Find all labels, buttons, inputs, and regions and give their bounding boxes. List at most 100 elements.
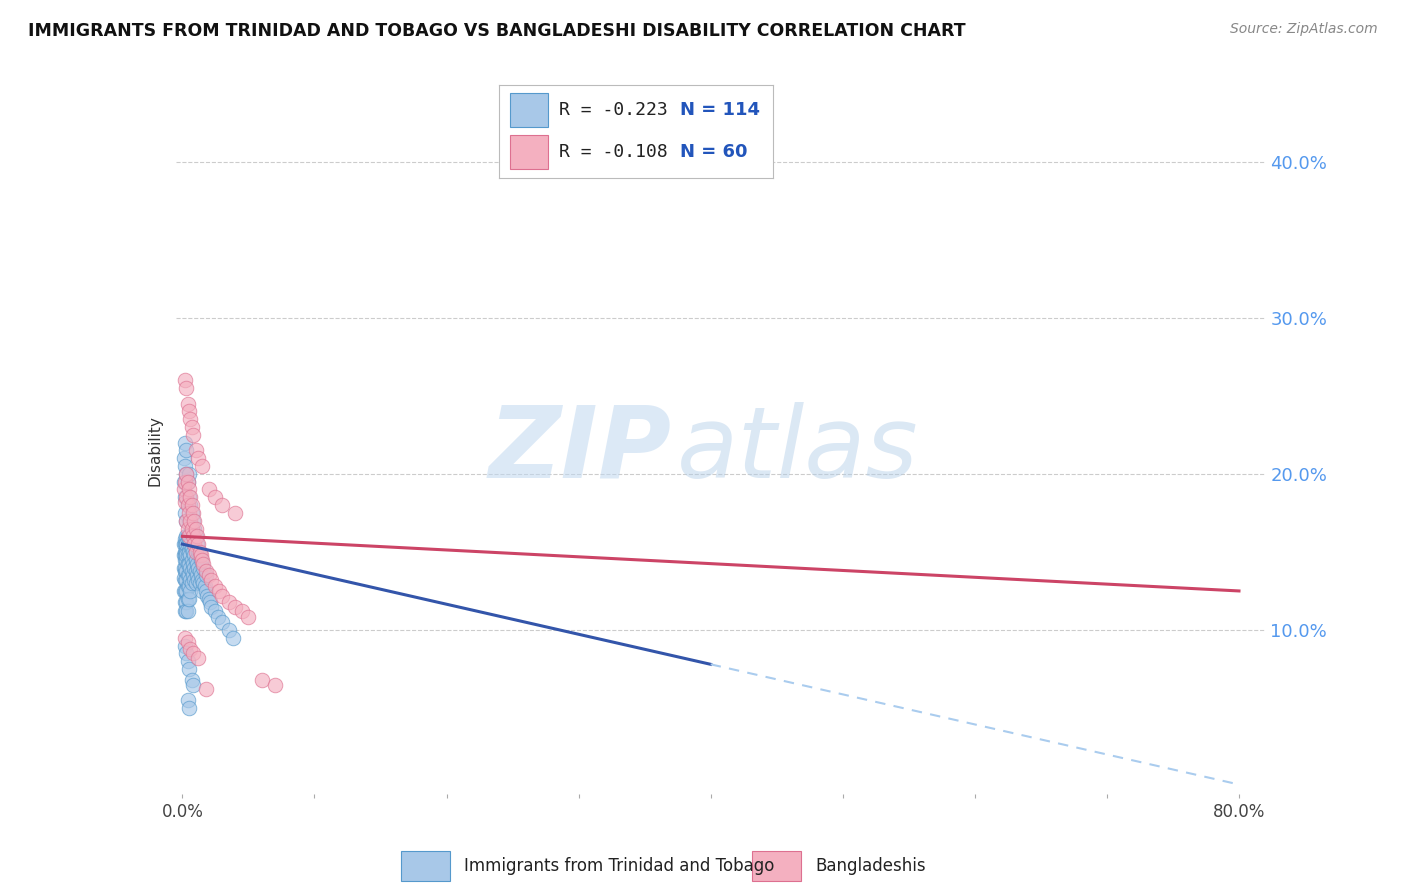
Point (181, 678, 204, 692)
Point (174, 458, 197, 473)
Point (176, 537, 198, 551)
Text: ZIP: ZIP (488, 402, 672, 499)
Point (224, 506, 246, 520)
Point (194, 579, 217, 593)
Point (191, 573, 214, 587)
Point (193, 576, 215, 591)
Point (174, 533, 197, 547)
Point (190, 552, 212, 567)
Point (176, 381, 198, 395)
Point (184, 521, 207, 535)
Point (190, 568, 212, 582)
Point (176, 537, 198, 551)
Point (177, 662, 200, 676)
Point (174, 631, 197, 645)
Point (176, 396, 198, 410)
Point (180, 576, 202, 591)
Point (183, 537, 205, 551)
Point (208, 583, 231, 598)
Point (191, 583, 214, 598)
Point (197, 591, 219, 606)
Point (187, 545, 209, 559)
Text: R = -0.223: R = -0.223 (560, 101, 668, 119)
Point (174, 560, 197, 574)
Point (188, 576, 211, 591)
Point (187, 651, 209, 665)
Point (186, 568, 208, 582)
Point (197, 483, 219, 497)
Point (179, 548, 201, 562)
Point (183, 514, 205, 528)
Point (218, 595, 240, 609)
Point (176, 537, 198, 551)
Point (179, 573, 201, 587)
Point (181, 568, 204, 582)
Point (263, 678, 285, 692)
Point (176, 591, 198, 606)
Point (177, 506, 200, 520)
Point (195, 568, 218, 582)
Point (238, 610, 260, 624)
Point (200, 599, 222, 614)
Point (176, 693, 198, 707)
Point (184, 552, 207, 567)
Point (186, 537, 208, 551)
Point (177, 490, 200, 504)
Point (177, 404, 200, 418)
Point (180, 552, 202, 567)
Point (173, 583, 195, 598)
Point (176, 564, 198, 578)
Bar (510, 93, 548, 127)
Text: IMMIGRANTS FROM TRINIDAD AND TOBAGO VS BANGLADESHI DISABILITY CORRELATION CHART: IMMIGRANTS FROM TRINIDAD AND TOBAGO VS B… (28, 22, 966, 40)
Point (180, 673, 202, 687)
Point (180, 498, 202, 512)
Point (174, 475, 197, 489)
Point (176, 521, 198, 535)
Point (181, 545, 204, 559)
Point (184, 443, 207, 458)
Point (211, 498, 233, 512)
Point (174, 548, 197, 562)
Point (177, 568, 200, 582)
Point (176, 467, 198, 481)
Point (174, 506, 197, 520)
Point (207, 610, 229, 624)
Point (179, 560, 201, 574)
Point (176, 595, 198, 609)
Point (195, 564, 218, 578)
Point (231, 604, 253, 618)
Text: Immigrants from Trinidad and Tobago: Immigrants from Trinidad and Tobago (464, 857, 775, 875)
Point (186, 529, 208, 543)
Point (184, 564, 207, 578)
Point (177, 701, 200, 715)
Point (174, 537, 197, 551)
Text: N = 60: N = 60 (681, 144, 748, 161)
Point (176, 529, 198, 543)
Point (181, 558, 204, 572)
Point (187, 573, 209, 587)
Bar (510, 136, 548, 169)
Point (177, 533, 200, 547)
Text: Source: ZipAtlas.com: Source: ZipAtlas.com (1230, 22, 1378, 37)
Point (174, 435, 197, 450)
Point (176, 583, 198, 598)
Point (187, 537, 209, 551)
Point (179, 514, 201, 528)
Point (179, 641, 201, 656)
Point (177, 591, 200, 606)
Point (211, 615, 233, 630)
Point (174, 595, 197, 609)
Point (181, 646, 204, 660)
Point (211, 589, 233, 603)
Point (180, 420, 202, 434)
Point (186, 558, 208, 572)
Point (221, 631, 243, 645)
Point (176, 498, 198, 512)
Point (176, 514, 198, 528)
Point (187, 560, 209, 574)
Text: N = 114: N = 114 (681, 101, 761, 119)
Point (184, 529, 207, 543)
Point (180, 506, 202, 520)
Bar (752, 851, 801, 881)
Point (181, 529, 204, 543)
